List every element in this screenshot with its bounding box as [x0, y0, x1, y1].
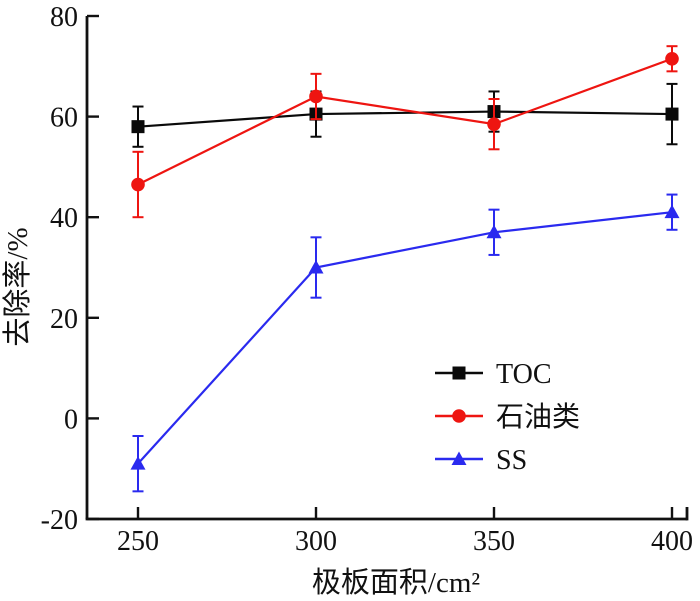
data-point-marker — [665, 107, 679, 121]
data-point-marker — [309, 89, 323, 104]
data-series — [130, 45, 680, 493]
legend-label: TOC — [496, 359, 552, 390]
y-tick-label: 0 — [64, 404, 78, 435]
legend-marker — [451, 451, 467, 465]
y-tick-label: 80 — [50, 2, 78, 33]
x-tick-label: 350 — [473, 526, 515, 557]
series-TOC — [131, 82, 679, 148]
legend-marker — [452, 366, 466, 380]
legend-label: 石油类 — [496, 401, 580, 433]
data-point-marker — [131, 120, 145, 134]
series-SS — [130, 193, 680, 493]
y-tick-label: 40 — [50, 203, 78, 234]
legend: TOC 石油类 SS — [435, 359, 580, 476]
x-tick-label: 400 — [651, 526, 693, 557]
data-point-marker — [486, 224, 502, 239]
series-石油类 — [131, 45, 679, 219]
axes: 80 60 40 20 0 -20 250 300 350 400 — [41, 2, 693, 557]
legend-label: SS — [496, 445, 527, 476]
series-line — [137, 211, 673, 465]
x-axis-title: 极板面积/cm² — [312, 566, 480, 599]
legend-item-TOC: TOC — [435, 359, 552, 390]
legend-item-石油类: 石油类 — [435, 401, 580, 433]
x-tick-label: 250 — [117, 526, 159, 557]
y-axis-title: 去除率/% — [1, 227, 34, 346]
data-point-marker — [130, 456, 146, 470]
series-line — [137, 110, 673, 128]
data-point-marker — [131, 177, 145, 192]
series-line — [137, 57, 673, 186]
y-tick-label: 60 — [50, 103, 78, 134]
legend-item-SS: SS — [435, 445, 527, 476]
y-tick-label: 20 — [50, 304, 78, 335]
data-point-marker — [664, 204, 680, 219]
data-point-marker — [308, 260, 324, 274]
data-point-marker — [665, 51, 679, 66]
data-point-marker — [487, 117, 501, 131]
y-tick-label: -20 — [41, 505, 78, 536]
x-tick-label: 300 — [295, 526, 337, 557]
legend-marker — [452, 409, 466, 423]
